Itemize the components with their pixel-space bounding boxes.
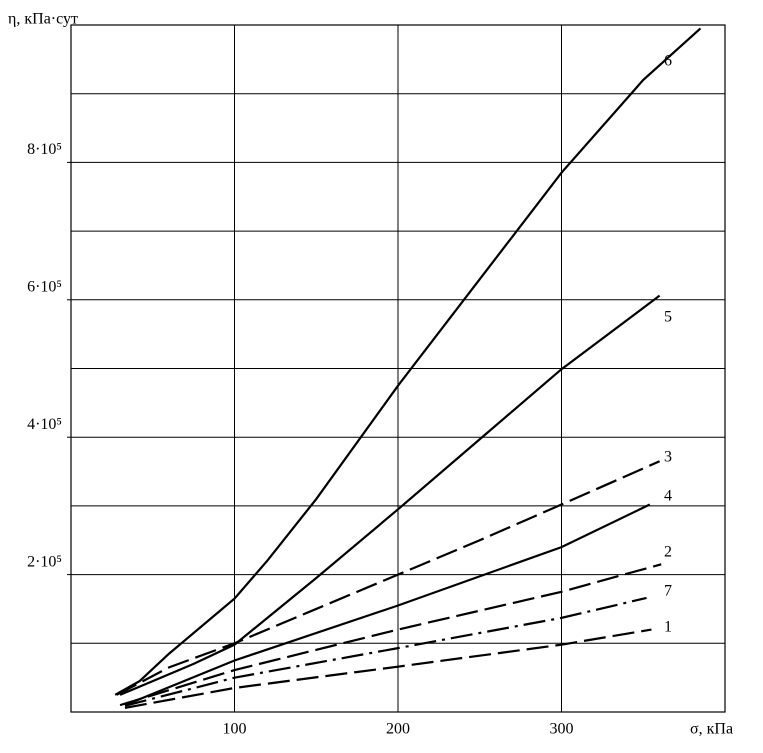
series-line — [124, 628, 652, 709]
series-label: 4 — [664, 488, 672, 505]
series-label: 3 — [664, 449, 672, 466]
series-label: 5 — [664, 309, 672, 326]
y-axis-label: η, кПа·сут — [8, 11, 78, 28]
series-label: 6 — [664, 53, 672, 70]
x-tick-label: 300 — [550, 721, 574, 738]
y-tick-label: 2·10⁵ — [27, 553, 62, 570]
series-label: 7 — [664, 583, 672, 600]
series-line — [119, 563, 662, 707]
y-tick-label: 6·10⁵ — [27, 278, 62, 295]
series-label: 1 — [664, 619, 672, 636]
series-line — [116, 460, 661, 696]
series-line — [124, 596, 647, 707]
series-line — [114, 27, 702, 696]
x-axis-label: σ, кПа — [690, 721, 733, 738]
series-label: 2 — [664, 544, 672, 561]
x-tick-label: 200 — [386, 721, 410, 738]
series-line — [124, 503, 651, 707]
x-tick-label: 100 — [223, 721, 247, 738]
y-tick-label: 4·10⁵ — [27, 416, 62, 433]
y-tick-label: 8·10⁵ — [27, 141, 62, 158]
series-line — [119, 294, 661, 696]
